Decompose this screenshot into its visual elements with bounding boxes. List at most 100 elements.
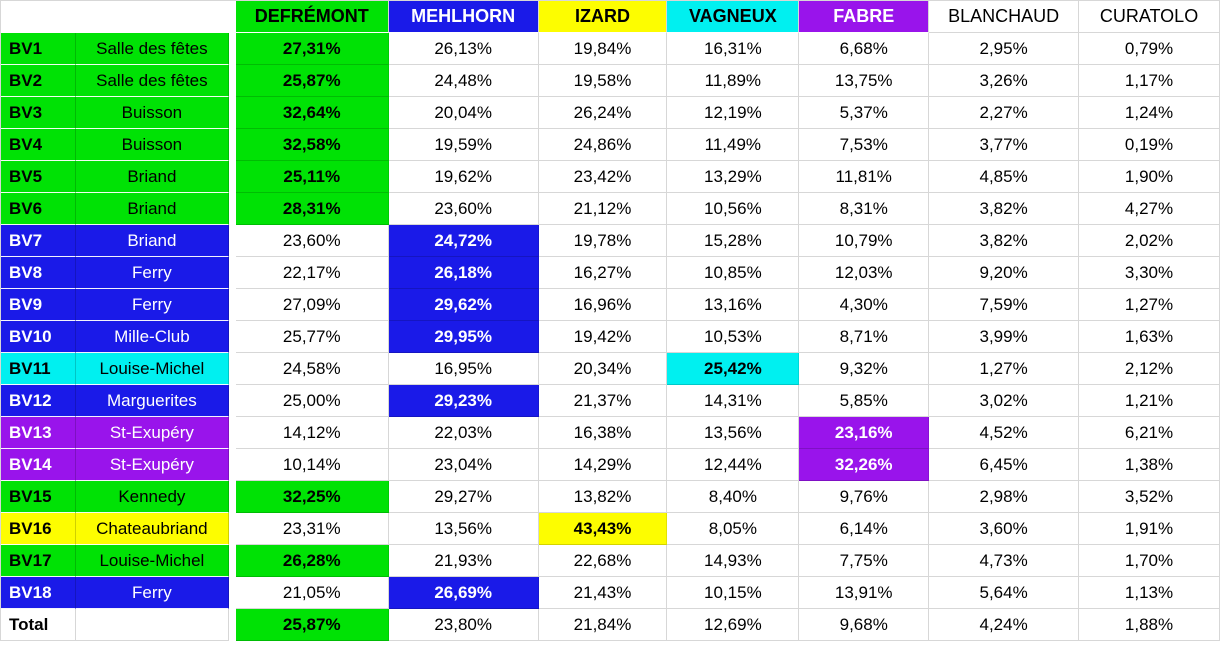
value-cell[interactable]: 3,26% bbox=[929, 65, 1080, 97]
value-cell[interactable]: 2,02% bbox=[1079, 225, 1220, 257]
value-cell[interactable]: 5,85% bbox=[799, 385, 930, 417]
value-cell[interactable]: 14,12% bbox=[235, 417, 389, 449]
value-cell[interactable]: 13,82% bbox=[538, 481, 668, 513]
value-cell[interactable]: 19,62% bbox=[388, 161, 539, 193]
bv-label-cell[interactable]: BV18 bbox=[1, 577, 76, 609]
location-cell[interactable]: Briand bbox=[75, 193, 229, 225]
value-cell[interactable]: 1,70% bbox=[1079, 545, 1220, 577]
value-cell[interactable]: 3,77% bbox=[929, 129, 1080, 161]
value-cell[interactable]: 1,24% bbox=[1079, 97, 1220, 129]
value-cell[interactable]: 4,52% bbox=[929, 417, 1080, 449]
value-cell[interactable]: 29,27% bbox=[388, 481, 539, 513]
value-cell[interactable]: 6,21% bbox=[1079, 417, 1220, 449]
bv-label-cell[interactable]: Total bbox=[1, 609, 76, 641]
value-cell[interactable]: 1,38% bbox=[1079, 449, 1220, 481]
bv-label-cell[interactable]: BV16 bbox=[1, 513, 76, 545]
value-cell[interactable]: 13,56% bbox=[388, 513, 539, 545]
value-cell[interactable]: 6,45% bbox=[929, 449, 1080, 481]
value-cell[interactable]: 25,77% bbox=[235, 321, 389, 353]
value-cell[interactable]: 1,13% bbox=[1079, 577, 1220, 609]
value-cell[interactable]: 8,71% bbox=[799, 321, 930, 353]
value-cell[interactable]: 0,79% bbox=[1079, 33, 1220, 65]
value-cell[interactable]: 11,89% bbox=[667, 65, 800, 97]
value-cell[interactable]: 20,04% bbox=[388, 97, 539, 129]
value-cell[interactable]: 16,96% bbox=[538, 289, 668, 321]
value-cell[interactable]: 3,99% bbox=[929, 321, 1080, 353]
value-cell[interactable]: 16,95% bbox=[388, 353, 539, 385]
value-cell[interactable]: 15,28% bbox=[667, 225, 800, 257]
value-cell[interactable]: 3,82% bbox=[929, 193, 1080, 225]
value-cell[interactable]: 23,80% bbox=[388, 609, 539, 641]
location-cell[interactable]: Salle des fêtes bbox=[75, 65, 229, 97]
value-cell[interactable]: 3,60% bbox=[929, 513, 1080, 545]
value-cell[interactable]: 32,25% bbox=[235, 481, 389, 513]
value-cell[interactable]: 25,87% bbox=[235, 609, 389, 641]
value-cell[interactable]: 1,21% bbox=[1079, 385, 1220, 417]
value-cell[interactable]: 7,53% bbox=[799, 129, 930, 161]
value-cell[interactable]: 10,14% bbox=[235, 449, 389, 481]
value-cell[interactable]: 9,68% bbox=[799, 609, 930, 641]
value-cell[interactable]: 25,87% bbox=[235, 65, 389, 97]
bv-label-cell[interactable]: BV3 bbox=[1, 97, 76, 129]
value-cell[interactable]: 4,27% bbox=[1079, 193, 1220, 225]
bv-label-cell[interactable]: BV2 bbox=[1, 65, 76, 97]
value-cell[interactable]: 8,05% bbox=[667, 513, 800, 545]
value-cell[interactable]: 1,27% bbox=[1079, 289, 1220, 321]
value-cell[interactable]: 4,24% bbox=[929, 609, 1080, 641]
value-cell[interactable]: 10,85% bbox=[667, 257, 800, 289]
location-cell[interactable]: Louise-Michel bbox=[75, 353, 229, 385]
location-cell[interactable]: Buisson bbox=[75, 97, 229, 129]
value-cell[interactable]: 28,31% bbox=[235, 193, 389, 225]
bv-label-cell[interactable]: BV5 bbox=[1, 161, 76, 193]
location-cell[interactable]: Briand bbox=[75, 161, 229, 193]
value-cell[interactable]: 19,84% bbox=[538, 33, 668, 65]
value-cell[interactable]: 25,00% bbox=[235, 385, 389, 417]
value-cell[interactable]: 22,68% bbox=[538, 545, 668, 577]
value-cell[interactable]: 13,91% bbox=[799, 577, 930, 609]
value-cell[interactable]: 32,26% bbox=[799, 449, 930, 481]
value-cell[interactable]: 2,98% bbox=[929, 481, 1080, 513]
bv-label-cell[interactable]: BV12 bbox=[1, 385, 76, 417]
value-cell[interactable]: 21,12% bbox=[538, 193, 668, 225]
value-cell[interactable]: 22,03% bbox=[388, 417, 539, 449]
candidate-header-4[interactable]: VAGNEUX bbox=[667, 1, 800, 33]
value-cell[interactable]: 1,63% bbox=[1079, 321, 1220, 353]
value-cell[interactable]: 29,23% bbox=[388, 385, 539, 417]
bv-label-cell[interactable]: BV15 bbox=[1, 481, 76, 513]
value-cell[interactable]: 14,93% bbox=[667, 545, 800, 577]
value-cell[interactable]: 22,17% bbox=[235, 257, 389, 289]
value-cell[interactable]: 1,17% bbox=[1079, 65, 1220, 97]
candidate-header-3[interactable]: IZARD bbox=[538, 1, 668, 33]
candidate-header-6[interactable]: BLANCHAUD bbox=[929, 1, 1080, 33]
value-cell[interactable]: 0,19% bbox=[1079, 129, 1220, 161]
location-cell[interactable]: Salle des fêtes bbox=[75, 33, 229, 65]
value-cell[interactable]: 12,69% bbox=[667, 609, 800, 641]
bv-label-cell[interactable]: BV13 bbox=[1, 417, 76, 449]
value-cell[interactable]: 10,79% bbox=[799, 225, 930, 257]
value-cell[interactable]: 5,64% bbox=[929, 577, 1080, 609]
value-cell[interactable]: 21,05% bbox=[235, 577, 389, 609]
value-cell[interactable]: 6,68% bbox=[799, 33, 930, 65]
value-cell[interactable]: 14,29% bbox=[538, 449, 668, 481]
value-cell[interactable]: 9,20% bbox=[929, 257, 1080, 289]
bv-label-cell[interactable]: BV7 bbox=[1, 225, 76, 257]
value-cell[interactable]: 25,42% bbox=[667, 353, 800, 385]
value-cell[interactable]: 10,15% bbox=[667, 577, 800, 609]
value-cell[interactable]: 21,93% bbox=[388, 545, 539, 577]
bv-label-cell[interactable]: BV10 bbox=[1, 321, 76, 353]
value-cell[interactable]: 26,18% bbox=[388, 257, 539, 289]
value-cell[interactable]: 1,27% bbox=[929, 353, 1080, 385]
value-cell[interactable]: 29,62% bbox=[388, 289, 539, 321]
value-cell[interactable]: 16,38% bbox=[538, 417, 668, 449]
value-cell[interactable]: 9,32% bbox=[799, 353, 930, 385]
value-cell[interactable]: 12,44% bbox=[667, 449, 800, 481]
value-cell[interactable]: 26,69% bbox=[388, 577, 539, 609]
value-cell[interactable]: 3,82% bbox=[929, 225, 1080, 257]
value-cell[interactable]: 6,14% bbox=[799, 513, 930, 545]
value-cell[interactable]: 26,28% bbox=[235, 545, 389, 577]
value-cell[interactable]: 2,12% bbox=[1079, 353, 1220, 385]
candidate-header-2[interactable]: MEHLHORN bbox=[388, 1, 539, 33]
location-cell[interactable]: Kennedy bbox=[75, 481, 229, 513]
value-cell[interactable]: 26,13% bbox=[388, 33, 539, 65]
value-cell[interactable]: 13,16% bbox=[667, 289, 800, 321]
